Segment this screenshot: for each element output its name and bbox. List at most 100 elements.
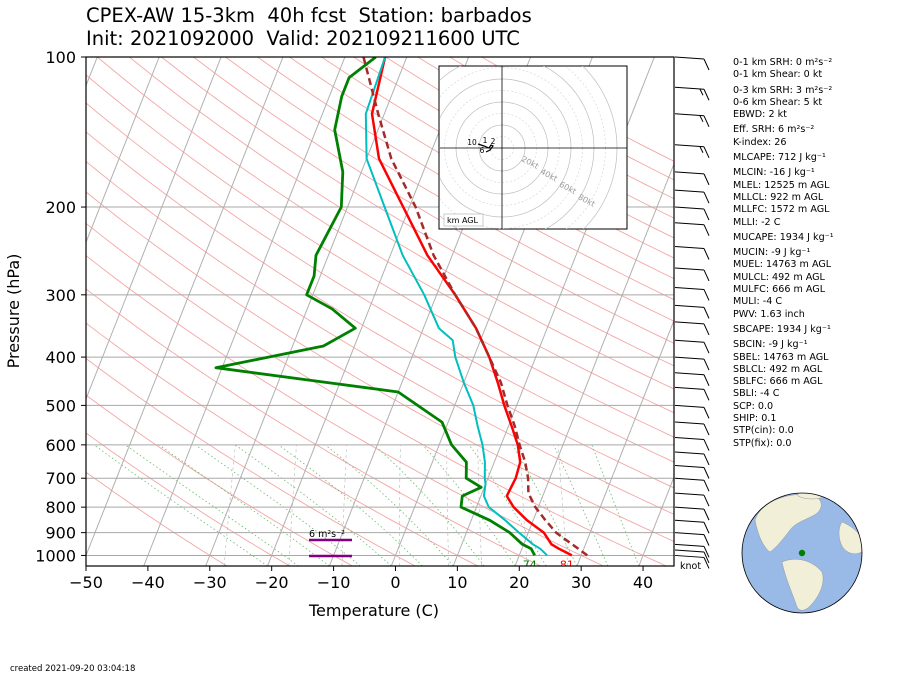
globe-locator (741, 492, 863, 614)
sounding-parameter: MULI: -4 C (733, 296, 783, 308)
dry-adiabat (86, 432, 290, 566)
dry-adiabat (86, 74, 674, 438)
x-axis-label: Temperature (C) (308, 601, 439, 620)
sounding-parameter: EBWD: 2 kt (733, 109, 787, 121)
sounding-parameter: SCP: 0.0 (733, 400, 774, 412)
wind-barb (674, 549, 710, 564)
sounding-parameter: MLCIN: -16 J kg⁻¹ (733, 167, 815, 179)
sounding-parameter: SBLCL: 492 m AGL (733, 363, 823, 375)
sounding-parameter: SBCAPE: 1934 J kg⁻¹ (733, 323, 831, 335)
dry-adiabat (257, 57, 674, 301)
wind-barbs: knot (674, 56, 710, 572)
wind-barb (674, 421, 710, 436)
sounding-parameter: MULFC: 666 m AGL (733, 284, 826, 296)
wind-barb (674, 356, 710, 371)
wind-barb (674, 113, 710, 128)
hodograph-legend: km AGL (447, 216, 479, 225)
wind-barb (674, 477, 710, 492)
mixing-ratio-line (223, 444, 236, 566)
srh-label: 6 m²s⁻² (309, 529, 345, 540)
x-tick-label: 40 (633, 573, 653, 592)
sounding-parameter: MLLCL: 922 m AGL (733, 191, 824, 203)
x-tick-label: 30 (571, 573, 591, 592)
mixing-ratio-line (446, 444, 449, 566)
chart-subtitle: Init: 2021092000 Valid: 202109211600 UTC (86, 27, 520, 50)
dry-adiabat (86, 191, 674, 542)
y-tick-label: 200 (45, 198, 76, 217)
y-tick-label: 400 (45, 348, 76, 367)
wind-barb (674, 464, 710, 479)
sounding-parameter: 0-3 km SRH: 3 m²s⁻² (733, 84, 833, 96)
dry-adiabat (86, 102, 674, 463)
hodograph-height-label: 6 (480, 146, 485, 155)
x-tick-label: −30 (193, 573, 227, 592)
wind-barb (674, 404, 710, 419)
sounding-parameter: SBLI: -4 C (733, 388, 780, 400)
dry-adiabat (86, 322, 479, 566)
moist-adiabat (195, 444, 361, 566)
x-tick-label: 10 (447, 573, 467, 592)
wind-barb (674, 519, 710, 534)
x-tick-label: −40 (131, 573, 165, 592)
sounding-parameter: MLLI: -2 C (733, 216, 781, 228)
dry-adiabat (225, 57, 674, 322)
globe-station-marker (798, 549, 806, 557)
globe-outline (741, 492, 863, 614)
wind-barb (674, 304, 710, 319)
y-axis-label: Pressure (hPa) (4, 254, 23, 369)
wind-barb (674, 86, 710, 101)
wind-barb (674, 339, 710, 354)
wind-barb (674, 286, 710, 301)
wind-barb (674, 267, 710, 282)
isotherm (638, 475, 674, 566)
x-tick-label: 0 (390, 573, 400, 592)
y-tick-label: 100 (45, 48, 76, 67)
hodograph-height-label: 1 (483, 136, 488, 145)
sounding-parameter: SBEL: 14763 m AGL (733, 351, 829, 363)
wetbulb-profile (364, 57, 548, 557)
wind-barb (674, 321, 710, 336)
wind-barb (674, 532, 710, 546)
isotherm (576, 319, 674, 566)
moist-adiabat (468, 444, 547, 566)
wind-barb (674, 543, 710, 558)
temperature-profile (370, 57, 573, 557)
sounding-parameter: Eff. SRH: 6 m²s⁻² (733, 124, 815, 136)
wind-barb (674, 222, 710, 236)
wind-barb (674, 189, 710, 204)
mixing-ratio-line (341, 444, 347, 566)
surface-dewpoint-label: 74 (523, 558, 537, 571)
dry-adiabat (86, 471, 228, 566)
wind-barb (674, 246, 710, 260)
dewpoint-profile (214, 57, 536, 557)
isotherm (143, 57, 346, 566)
sounding-parameter: SBLFC: 666 m AGL (733, 376, 823, 388)
sounding-parameter: MULCL: 492 m AGL (733, 271, 825, 283)
wind-units-label: knot (680, 561, 701, 572)
sounding-parameter: 0-1 km SRH: 0 m²s⁻² (733, 57, 833, 68)
wind-barb (674, 206, 710, 221)
isotherm (86, 57, 222, 401)
wind-barb (674, 386, 710, 401)
hodograph-frame (438, 65, 628, 230)
dry-adiabat (86, 394, 353, 566)
wind-barb (674, 56, 710, 71)
sounding-parameter: MUEL: 14763 m AGL (733, 259, 832, 271)
dry-adiabat (86, 222, 667, 566)
moist-adiabat (278, 444, 423, 566)
hodograph-height-label: 10 (467, 138, 477, 147)
moist-adiabat (93, 444, 268, 566)
isotherm (86, 57, 284, 557)
dry-adiabat (86, 131, 674, 489)
isotherm (86, 57, 160, 244)
y-tick-label: 600 (45, 436, 76, 455)
wind-barb (674, 437, 710, 451)
dry-adiabat (86, 357, 416, 566)
dry-adiabat (289, 57, 674, 280)
wind-barb (674, 372, 710, 386)
chart-axes: −50 −40 −30 −20 −10 0 10 20 30 40 100 200 300 400 500 6… (4, 48, 653, 620)
moist-adiabat (158, 444, 330, 566)
chart-series: 81 74 6 m²s⁻² (214, 57, 589, 571)
moist-adiabat (325, 444, 454, 566)
